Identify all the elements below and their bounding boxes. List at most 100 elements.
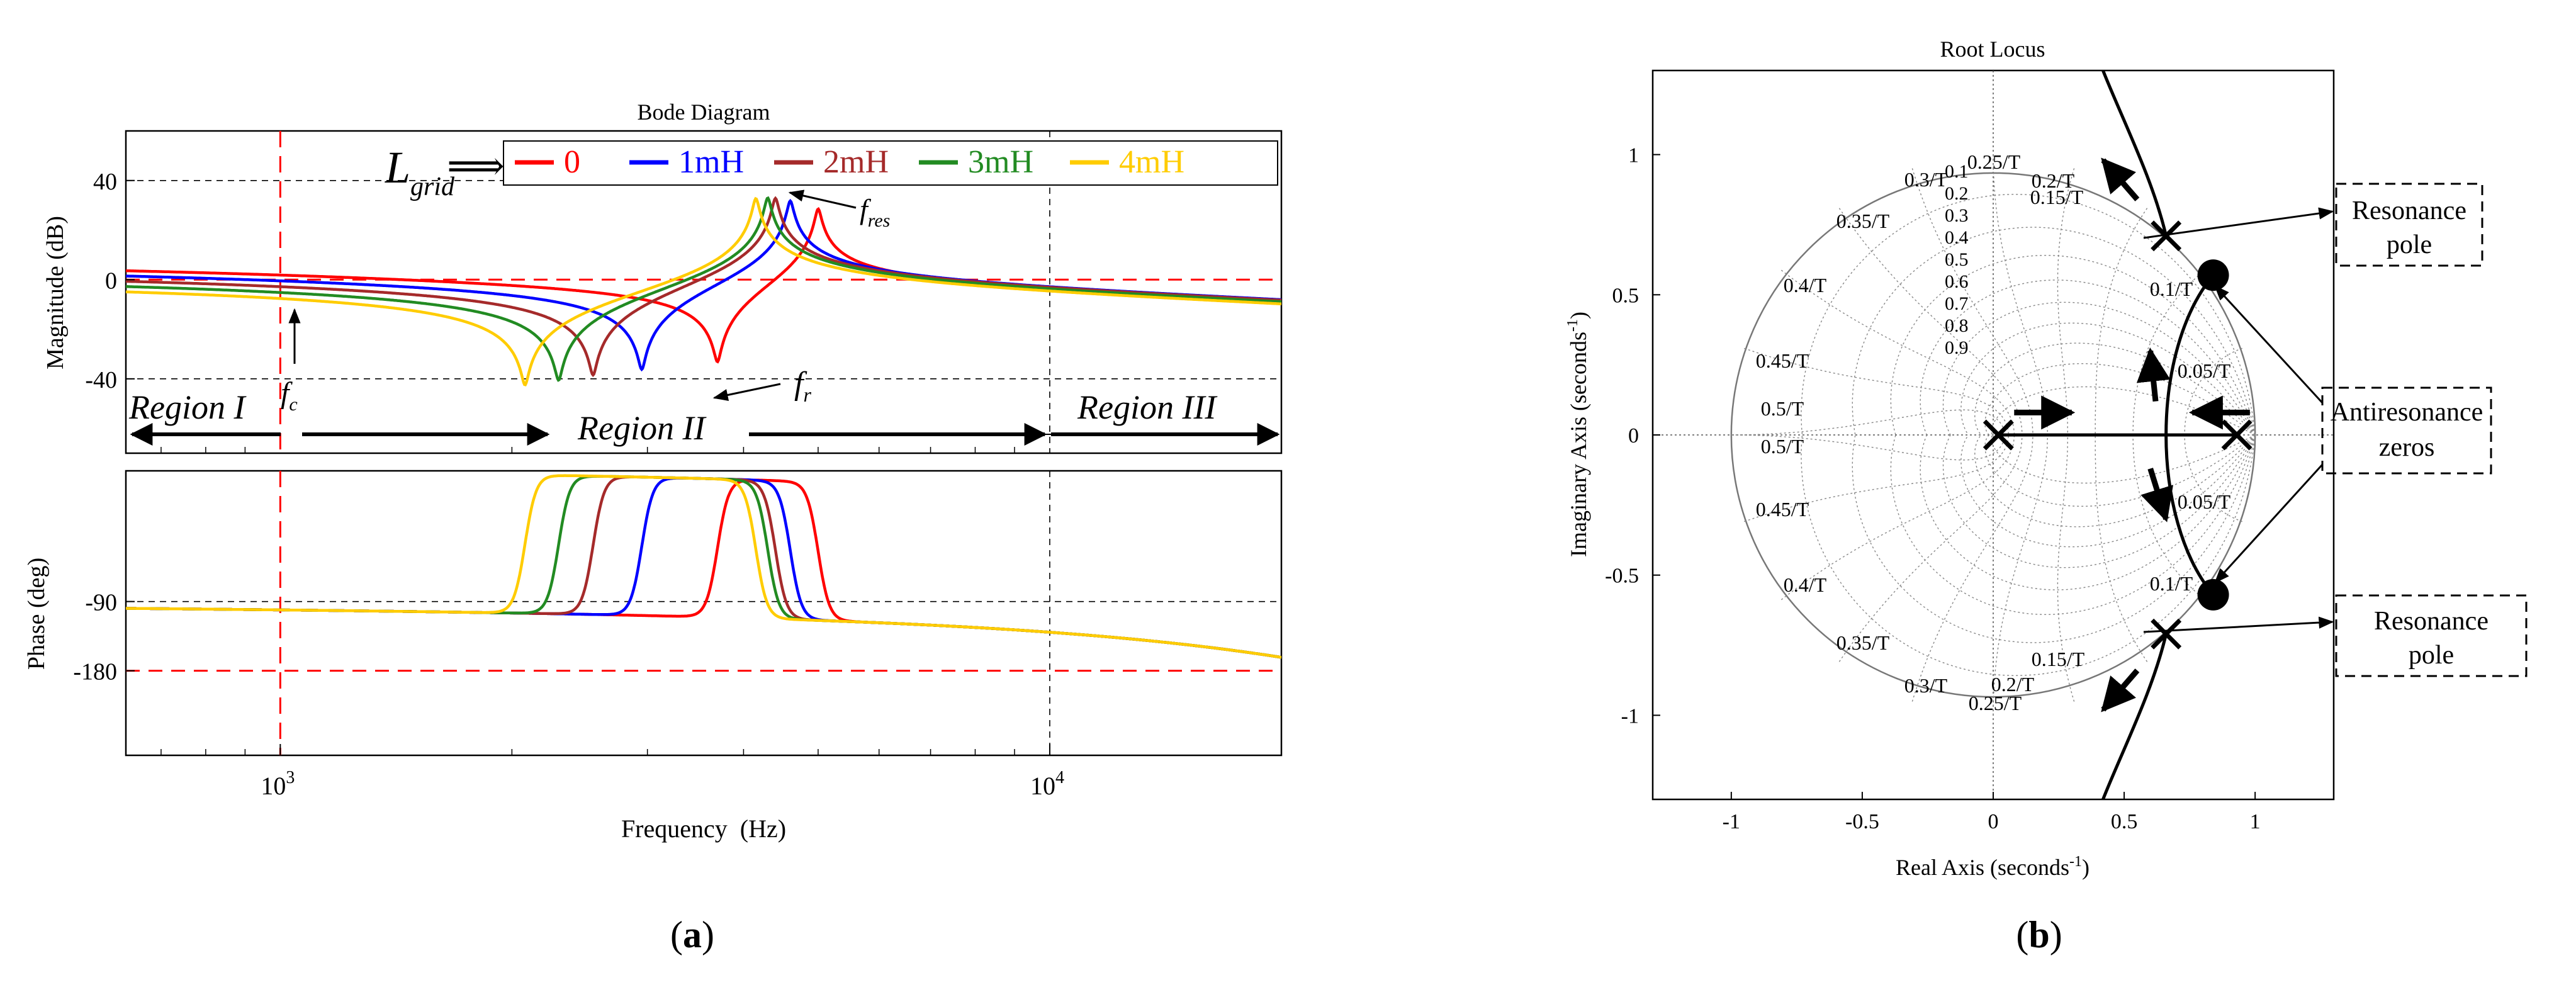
- wn-curve: [2057, 434, 2075, 702]
- wn-label-upper: 0.45/T: [1756, 349, 1809, 372]
- bode-annotations: fc fr fres Region I Region II Region III: [128, 189, 1280, 447]
- magnitude-series-1mH: [126, 198, 1281, 372]
- damping-curve: [1942, 302, 2256, 436]
- damping-label: 0.9: [1945, 337, 1969, 358]
- wn-curve: [2184, 347, 2243, 436]
- legend-implies-arrow: ⟹: [447, 144, 505, 188]
- rl-xtick-label: 0: [1988, 810, 1999, 833]
- pole-marker: [2151, 618, 2182, 650]
- phase-ytick-label: -180: [73, 659, 117, 685]
- phase-axes-frame: [125, 470, 1283, 757]
- zero-marker: [2197, 259, 2229, 291]
- damping-label: 0.3: [1945, 205, 1969, 226]
- wn-label-upper: 0.1/T: [2150, 278, 2193, 300]
- panel-label-b: (b): [2016, 914, 2062, 955]
- svg-text:Resonance: Resonance: [2352, 196, 2466, 225]
- magnitude-series-0: [126, 206, 1281, 364]
- damping-curve: [1852, 227, 2256, 436]
- wn-label-lower: 0.05/T: [2178, 490, 2231, 513]
- damping-curve: [1920, 434, 2256, 590]
- wn-label-upper: 0.05/T: [2178, 359, 2231, 382]
- damping-curve: [1991, 386, 2256, 436]
- rl-xtick-label: -0.5: [1845, 810, 1879, 833]
- wn-label-upper: 0.5/T: [1761, 397, 1804, 420]
- root-locus-xlabel: Real Axis (seconds-1): [1896, 854, 2089, 880]
- damping-label: 0.6: [1945, 271, 1969, 292]
- rl-xtick-label: 0.5: [2111, 810, 2138, 833]
- rl-ytick-label: 0: [1628, 424, 1639, 448]
- svg-text:pole: pole: [2387, 230, 2432, 259]
- zero-branch: [2164, 274, 2215, 596]
- legend-label-0: 0: [564, 144, 580, 180]
- damping-curve: [1942, 434, 2256, 568]
- pole-marker: [1983, 419, 2014, 451]
- phase-series-0: [126, 478, 1281, 659]
- wn-label-upper: 0.15/T: [2030, 186, 2084, 208]
- magnitude-series-2mH: [126, 196, 1281, 378]
- callout-resonance-top: Resonance pole: [2335, 183, 2483, 267]
- region-2-label: Region II: [577, 409, 707, 447]
- pole-marker: [2151, 220, 2182, 252]
- wn-label-upper: 0.4/T: [1784, 274, 1827, 296]
- legend-label-3mH: 3mH: [968, 144, 1033, 180]
- wn-label-upper: 0.25/T: [1967, 150, 2021, 173]
- callout-resonance-bottom: Resonance pole: [2335, 594, 2528, 677]
- damping-curve: [1852, 434, 2256, 643]
- wn-curve: [1731, 434, 2005, 461]
- damping-label: 0.5: [1945, 249, 1969, 270]
- panel-label-a: (a): [670, 914, 714, 955]
- x-tick-label: 103: [261, 768, 295, 800]
- upper-resonance-branch: [2101, 70, 2168, 237]
- locus-direction-arrow: [2101, 668, 2140, 713]
- callout-arrow: [2143, 207, 2334, 239]
- svg-text:zeros: zeros: [2379, 433, 2435, 462]
- damping-curve: [1890, 434, 2256, 615]
- legend-title: Lgrid: [385, 142, 455, 201]
- callout-arrow: [2214, 285, 2324, 404]
- fres-label: fres: [860, 193, 890, 231]
- lower-resonance-branch: [2101, 633, 2168, 799]
- legend-label-2mH: 2mH: [823, 144, 889, 180]
- phase-ytick-label: -90: [85, 590, 117, 616]
- x-tick-label: 104: [1030, 768, 1064, 800]
- rl-xtick-label: 1: [2250, 810, 2261, 833]
- damping-curve: [1801, 193, 2256, 436]
- legend: Lgrid ⟹ 0 1mH 2mH 3mH 4mH: [385, 140, 1278, 201]
- wn-label-lower: 0.3/T: [1904, 674, 1948, 697]
- region-3-label: Region III: [1077, 388, 1218, 426]
- damping-curve: [1920, 279, 2256, 436]
- wn-curve: [2057, 168, 2075, 436]
- wn-label-lower: 0.45/T: [1756, 498, 1809, 521]
- damping-label: 0.4: [1945, 227, 1969, 248]
- phase-curves: [126, 474, 1281, 659]
- wn-curve: [1911, 434, 2033, 702]
- damping-curve: [1960, 322, 2256, 436]
- phase-ylabel: Phase (deg): [23, 558, 50, 670]
- damping-label: 0.1: [1945, 161, 1969, 182]
- wn-label-lower: 0.5/T: [1761, 435, 1804, 458]
- mag-ytick-label: 40: [93, 169, 117, 195]
- wn-label-lower: 0.35/T: [1836, 631, 1890, 654]
- rl-ytick-label: 0.5: [1612, 284, 1640, 307]
- mag-ytick-label: -40: [85, 367, 117, 393]
- wn-label-lower: 0.4/T: [1784, 573, 1827, 596]
- magnitude-series-4mH: [126, 196, 1281, 386]
- damping-curve: [1960, 434, 2256, 548]
- fr-label: fr: [794, 366, 811, 406]
- callout-arrow: [2214, 463, 2324, 583]
- bode-title: Bode Diagram: [638, 99, 770, 125]
- svg-text:Resonance: Resonance: [2374, 607, 2489, 636]
- wn-curve: [1838, 434, 2023, 662]
- locus-direction-arrow: [2136, 347, 2171, 402]
- wn-curve: [1838, 208, 2023, 436]
- wn-label-lower: 0.15/T: [2032, 648, 2085, 670]
- root-locus-ticks: -1 -0.5 0 0.5 1 1 0.5 0 -0.5 -1: [1605, 144, 2260, 833]
- magnitude-curves: [126, 196, 1281, 386]
- fc-label: fc: [281, 376, 298, 415]
- rl-ytick-label: -0.5: [1605, 565, 1639, 588]
- wn-label-lower: 0.2/T: [1991, 673, 2035, 696]
- root-locus-branches: [1998, 70, 2250, 799]
- damping-curve: [1890, 255, 2256, 436]
- wn-label-lower: 0.1/T: [2150, 572, 2193, 595]
